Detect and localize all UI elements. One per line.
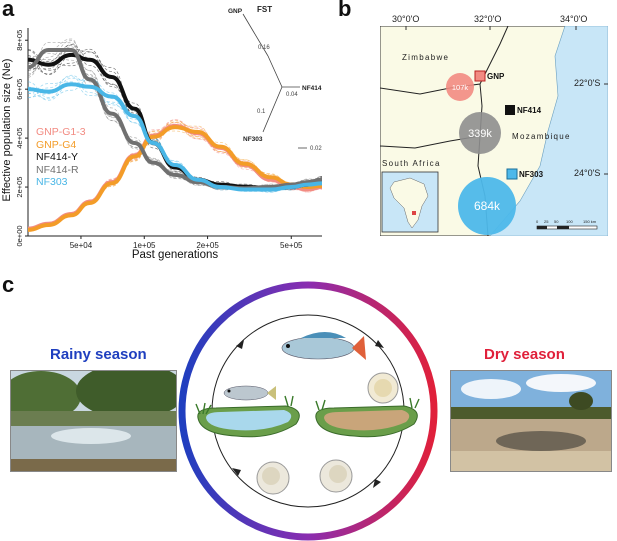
panel-a-chart: 0e+00 2e+05 4e+05 6e+05 8e+05 5e+04 1e+05 2e+0…	[1, 5, 323, 261]
legend-nf414-r: NF414-R	[36, 163, 79, 176]
svg-text:50: 50	[554, 219, 559, 224]
fst-label-gnp: GNP	[228, 8, 243, 15]
inset-africa	[389, 177, 429, 229]
panel-a-legend: GNP-G1-3 GNP-G4 NF414-Y NF414-R NF303	[36, 126, 86, 189]
lon-tick-2: 32°0'O	[474, 14, 502, 24]
replicate-line	[27, 78, 323, 191]
season-ring	[178, 281, 438, 541]
replicate-line	[27, 52, 323, 191]
site-name-nf414: NF414	[517, 106, 542, 115]
series-line-nf303	[27, 82, 323, 192]
replicate-line	[27, 38, 323, 191]
site-marker-nf414	[505, 105, 515, 115]
fst-branch-3: 0.1	[257, 109, 266, 115]
svg-text:100: 100	[566, 219, 573, 224]
dry-season-label: Dry season	[484, 346, 565, 363]
panel-a-letter: a	[2, 0, 15, 21]
scale-bar: 0 25 50 100 150 km	[536, 219, 598, 230]
legend-gnp-g4: GNP-G4	[36, 138, 77, 151]
site-circle-gnp	[446, 73, 474, 101]
y-tick-label: 6e+05	[15, 79, 24, 100]
x-tick-label: 5e+05	[280, 241, 303, 250]
lat-tick-1: 22°0'S	[574, 78, 601, 88]
y-tick-label: 8e+05	[15, 30, 24, 51]
egg-icon	[367, 372, 399, 404]
y-tick-label: 2e+05	[15, 177, 24, 198]
series-lines	[27, 38, 323, 232]
y-tick-label: 0e+00	[15, 225, 24, 246]
fst-branch-1: 0.16	[258, 45, 270, 51]
dry-season-photo	[450, 370, 612, 472]
y-axis-label: Effective population size (Ne)	[1, 59, 13, 202]
adult-fish-icon	[281, 332, 366, 360]
series-line-gnp-g4	[27, 125, 323, 232]
country-mozambique: Mozambique	[512, 132, 571, 141]
series-line-nf414-r	[27, 48, 323, 191]
rainy-season-photo	[10, 370, 177, 472]
fst-title: FST	[257, 5, 272, 14]
y-tick-label: 4e+05	[15, 128, 24, 149]
panel-b-letter: b	[338, 0, 352, 21]
x-tick-label: 2e+05	[196, 241, 219, 250]
svg-text:150 km: 150 km	[583, 219, 597, 224]
panel-c-letter: c	[2, 272, 15, 297]
map-ocean	[489, 26, 608, 236]
site-marker-nf303	[506, 168, 518, 180]
fst-tree: FST GNP NF414 NF303 0.16 0.04 0.1 0.02	[228, 5, 322, 152]
lon-tick-1: 30°0'O	[392, 14, 420, 24]
legend-nf414-y: NF414-Y	[36, 151, 79, 163]
site-marker-gnp	[474, 70, 486, 82]
site-value-nf414: 339k	[468, 128, 492, 140]
fst-label-nf303: NF303	[243, 136, 263, 143]
replicate-line	[27, 77, 323, 191]
lon-tick-3: 34°0'O	[560, 14, 588, 24]
site-circle-nf303	[458, 177, 516, 235]
fst-scale: 0.02	[310, 146, 322, 152]
replicate-line	[27, 76, 323, 193]
site-value-nf303: 684k	[474, 199, 501, 213]
rainy-season-label: Rainy season	[50, 346, 147, 363]
life-cycle-diagram	[178, 281, 438, 541]
country-zimbabwe: Zimbabwe	[402, 53, 449, 62]
site-value-gnp: 107k	[452, 83, 469, 92]
x-tick-label: 5e+04	[70, 241, 93, 250]
fst-branch-2: 0.04	[286, 92, 298, 98]
egg-icon	[319, 459, 353, 493]
svg-text:0: 0	[536, 219, 539, 224]
site-name-nf303: NF303	[519, 170, 544, 179]
country-south-africa: South Africa	[382, 159, 441, 168]
legend-gnp-g1-3: GNP-G1-3	[36, 126, 86, 138]
y-ticks: 0e+00 2e+05 4e+05 6e+05 8e+05	[15, 30, 28, 247]
lat-tick-2: 24°0'S	[574, 168, 601, 178]
site-circle-nf414	[459, 112, 501, 154]
egg-icon	[256, 461, 290, 495]
site-name-gnp: GNP	[487, 72, 505, 81]
panel-b-map: Zimbabwe Mozambique South Africa 107k 33…	[380, 26, 608, 236]
legend-nf303: NF303	[36, 176, 68, 188]
svg-text:25: 25	[544, 219, 549, 224]
x-axis-label: Past generations	[132, 249, 219, 261]
small-fish-icon	[223, 385, 276, 401]
x-ticks: 5e+04 1e+05 2e+05 5e+05	[70, 236, 303, 250]
x-tick-label: 1e+05	[133, 241, 156, 250]
fst-label-nf414: NF414	[302, 85, 322, 92]
